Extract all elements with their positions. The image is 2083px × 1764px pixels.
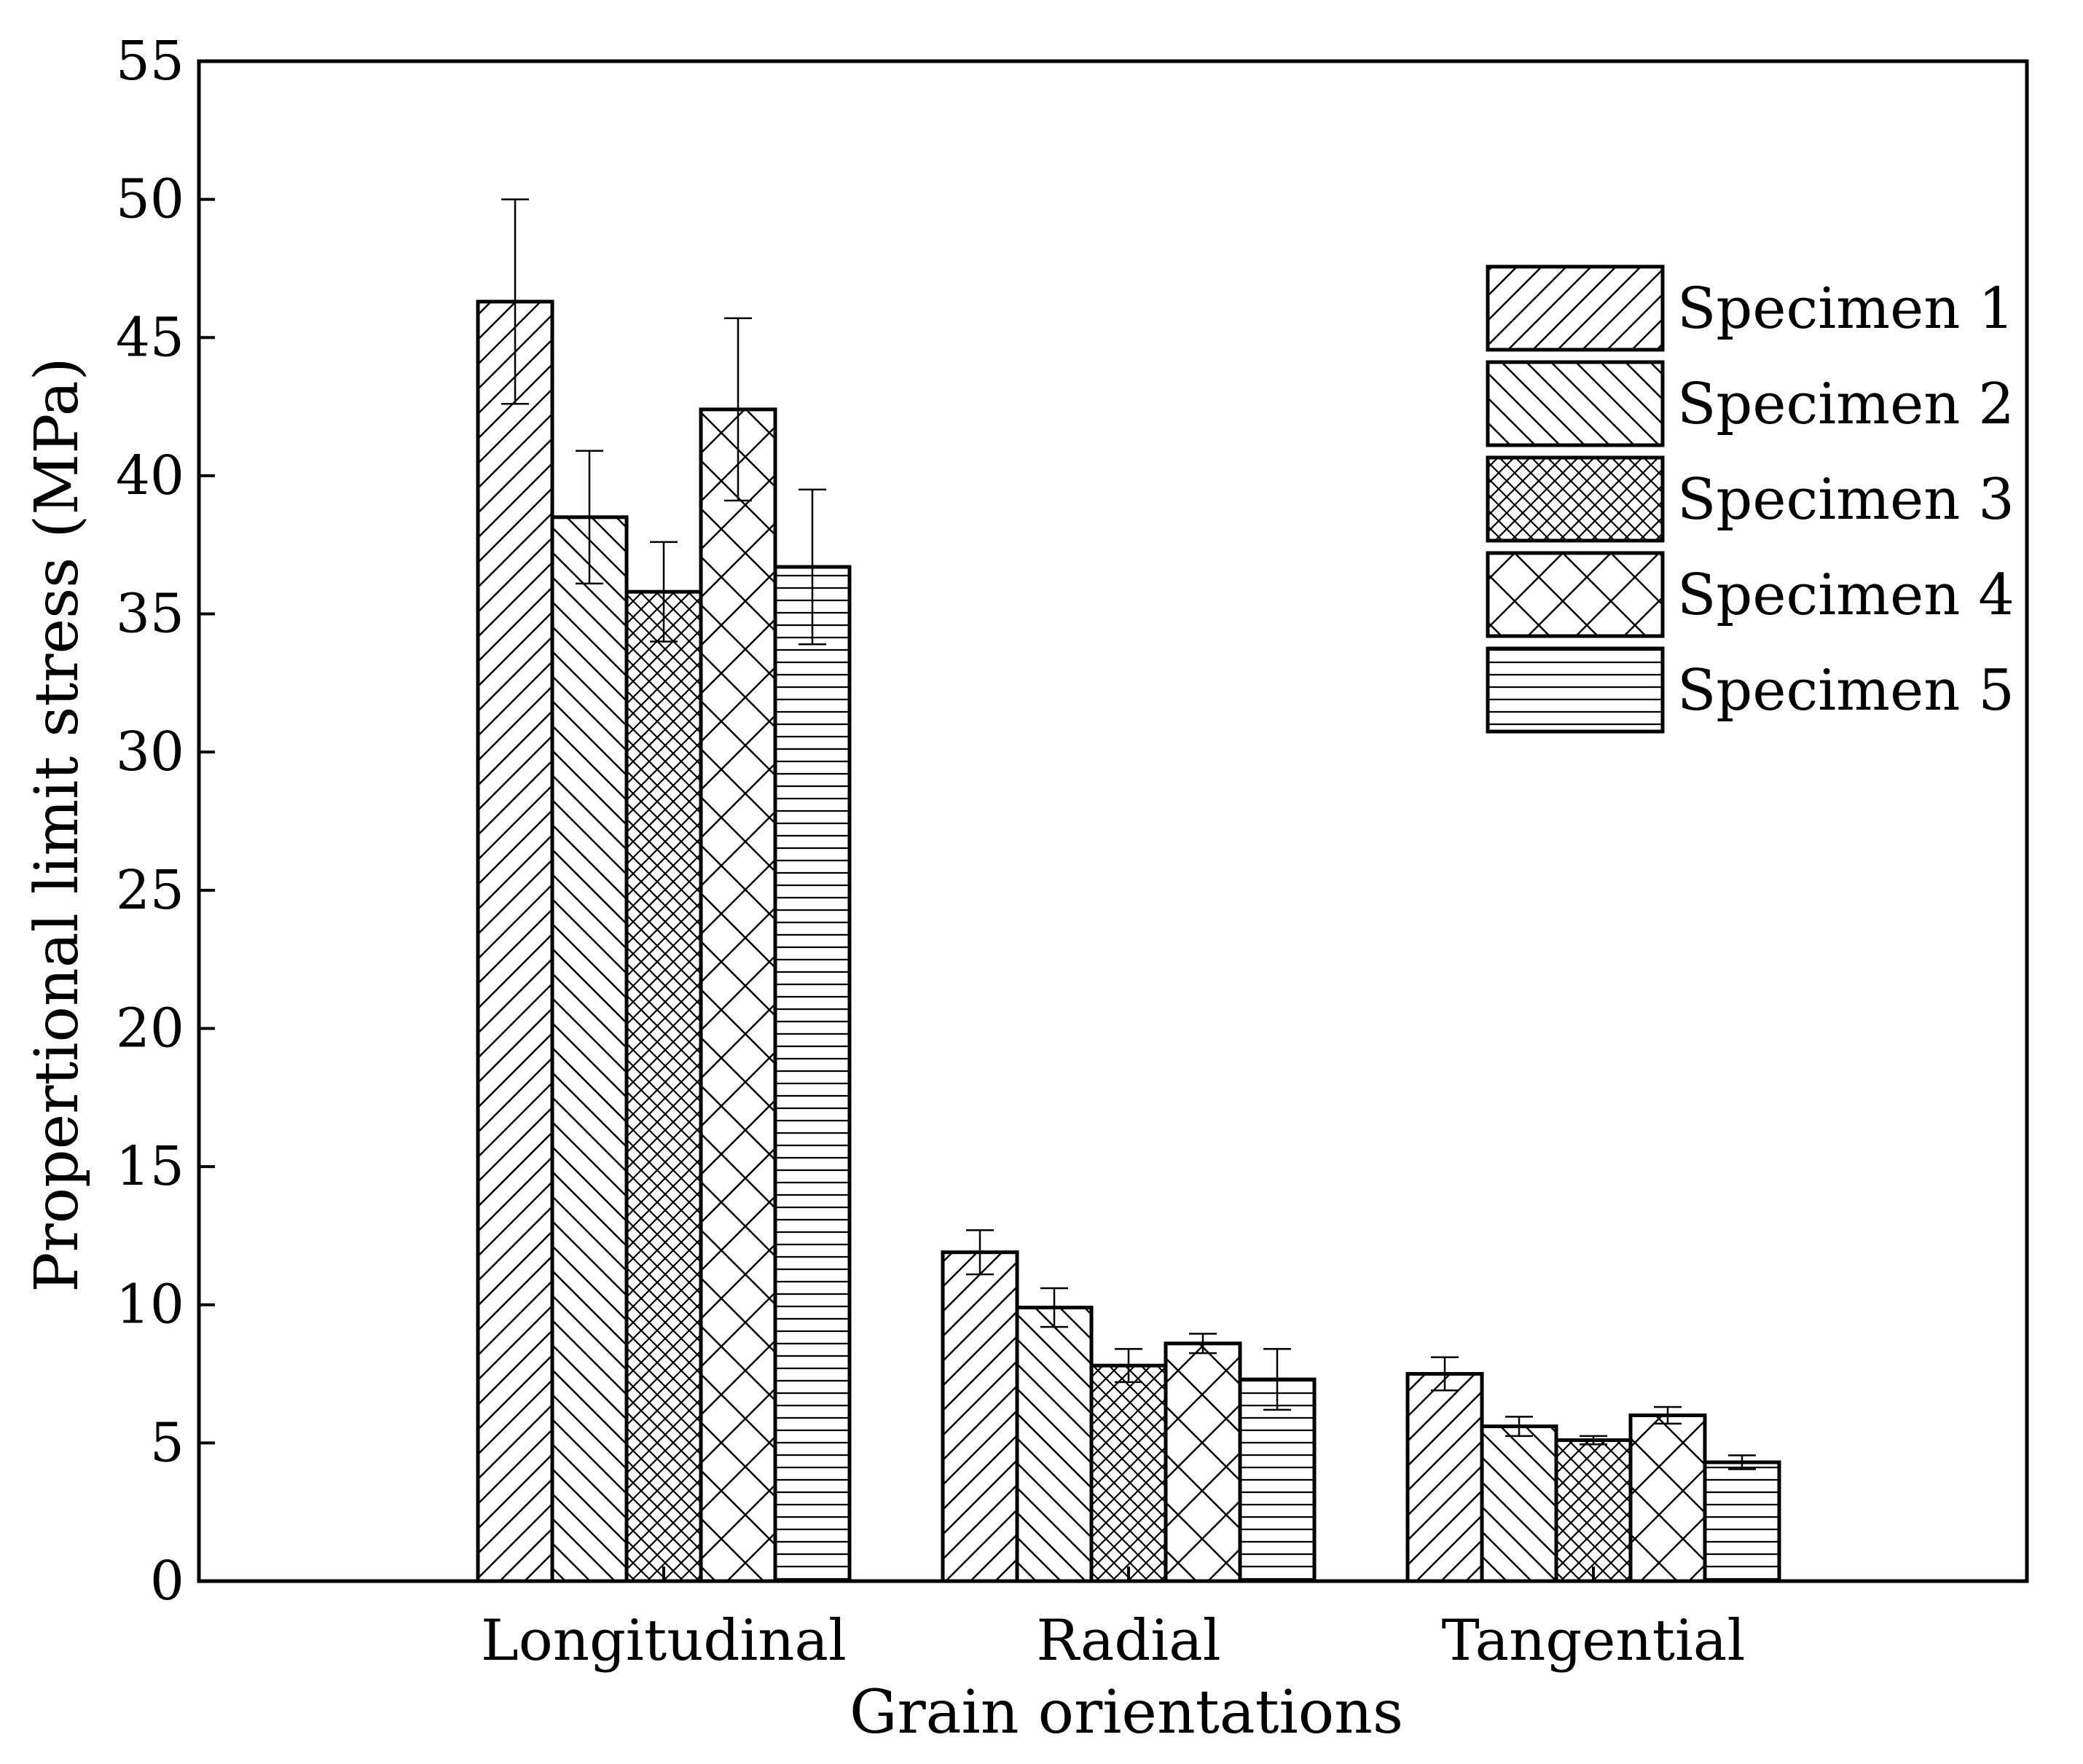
legend-label: Specimen 2 [1677, 372, 2015, 437]
bar-longitudinal-specimen-2 [550, 515, 629, 1583]
legend-item-specimen-4: Specimen 4 [1486, 551, 2015, 638]
legend-item-specimen-2: Specimen 2 [1486, 360, 2015, 447]
bar-radial-specimen-4 [1164, 1341, 1242, 1583]
error-bar [650, 541, 678, 643]
error-bar [1189, 1333, 1217, 1355]
error-bar [1263, 1348, 1291, 1411]
bar-longitudinal-specimen-1 [476, 299, 554, 1583]
x-tick-label-tangential: Tangential [1442, 1608, 1746, 1674]
bar-longitudinal-specimen-5 [773, 565, 852, 1583]
x-tick-label-radial: Radial [1036, 1608, 1220, 1674]
legend-swatch [1486, 455, 1665, 543]
error-bar [1654, 1406, 1682, 1425]
error-bar [1040, 1287, 1068, 1328]
legend-label: Specimen 1 [1677, 276, 2015, 342]
y-axis: 0 5 10 15 20 25 30 35 40 45 50 55 [116, 30, 215, 1612]
legend-label: Specimen 4 [1677, 562, 2015, 628]
error-bar [799, 488, 826, 646]
error-bar [1505, 1416, 1533, 1438]
x-axis: Longitudinal Radial Tangential [481, 1567, 1745, 1674]
legend-swatch [1486, 646, 1665, 734]
y-tick-label: 40 [116, 444, 184, 507]
legend-swatch [1486, 360, 1665, 447]
bar-tangential-specimen-5 [1703, 1460, 1781, 1583]
y-tick-label: 45 [116, 306, 184, 369]
bar-longitudinal-specimen-3 [624, 589, 703, 1583]
y-axis-title: Propertional limit stress (MPa) [23, 357, 92, 1292]
legend-item-specimen-3: Specimen 3 [1486, 455, 2015, 543]
legend-item-specimen-5: Specimen 5 [1486, 646, 2015, 734]
bar-radial-specimen-2 [1015, 1306, 1094, 1583]
bar-longitudinal-specimen-4 [699, 407, 777, 1583]
y-tick-label: 20 [116, 997, 184, 1059]
bars-group [476, 198, 1781, 1583]
x-axis-title: Grain orientations [850, 1678, 1403, 1747]
legend: Specimen 1 Specimen 2 Specimen 3 Specimen 4… [1486, 264, 2015, 734]
legend-swatch [1486, 264, 1665, 352]
error-bar [724, 317, 752, 502]
y-tick-label: 15 [116, 1135, 184, 1198]
y-tick-label: 30 [116, 721, 184, 783]
y-tick-label: 5 [150, 1411, 184, 1474]
y-tick-label: 10 [116, 1274, 184, 1336]
y-tick-label: 55 [116, 30, 184, 93]
plot-frame [197, 59, 2029, 1583]
error-bar [501, 198, 529, 405]
error-bar [1580, 1435, 1607, 1446]
error-bar [576, 450, 603, 585]
bar-tangential-specimen-1 [1405, 1372, 1484, 1583]
bar-radial-specimen-1 [941, 1250, 1019, 1583]
bar-tangential-specimen-4 [1628, 1413, 1707, 1583]
x-tick-label-longitudinal: Longitudinal [481, 1608, 847, 1674]
error-bar [1431, 1356, 1459, 1392]
y-tick-label: 35 [116, 583, 184, 646]
legend-swatch [1486, 551, 1665, 638]
legend-label: Specimen 3 [1677, 467, 2015, 533]
error-bar [1728, 1454, 1756, 1470]
error-bar [1115, 1348, 1142, 1384]
bar-tangential-specimen-2 [1480, 1424, 1558, 1583]
legend-item-specimen-1: Specimen 1 [1486, 264, 2015, 352]
y-tick-label: 50 [116, 168, 184, 231]
y-tick-label: 0 [150, 1550, 184, 1612]
legend-label: Specimen 5 [1677, 658, 2015, 724]
bar-radial-specimen-3 [1089, 1363, 1168, 1583]
error-bar [966, 1229, 994, 1276]
y-tick-label: 25 [116, 859, 184, 922]
bar-tangential-specimen-3 [1554, 1438, 1633, 1583]
